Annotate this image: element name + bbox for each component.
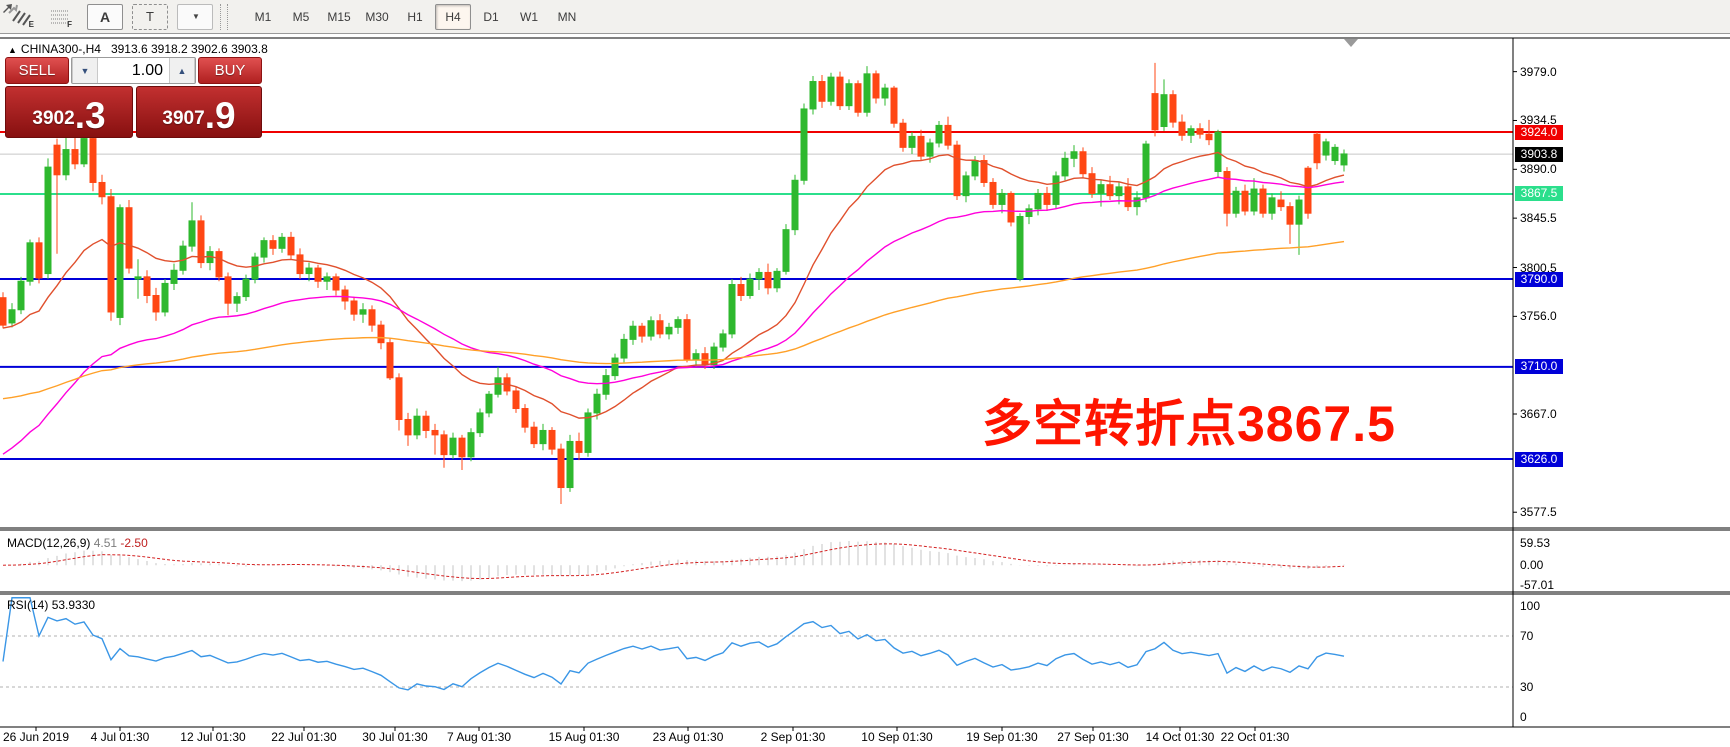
date-label-19-Sep-01-30: 19 Sep 01:30 xyxy=(966,730,1038,744)
tf-button-m30[interactable]: M30 xyxy=(365,9,389,24)
one-click-trade-panel: SELL ▼ ▲ BUY 3902 .3 3907 .9 xyxy=(5,57,262,138)
hatch-lines-tool-button[interactable]: E xyxy=(4,4,40,30)
date-label-4-Jul-01-30: 4 Jul 01:30 xyxy=(90,730,150,744)
date-label-23-Aug-01-30: 23 Aug 01:30 xyxy=(652,730,724,744)
price-tick-3845.5: 3845.5 xyxy=(1520,211,1557,226)
chart-shift-marker[interactable] xyxy=(1344,39,1358,47)
rsi-name: RSI(14) xyxy=(7,598,52,612)
price-tag-3924.0: 3924.0 xyxy=(1515,124,1563,140)
tool-sub-e: E xyxy=(28,19,34,29)
text-box-tool-button[interactable]: T xyxy=(132,3,168,30)
fibo-grid-icon: F xyxy=(49,7,72,29)
rsi-axis-100: 100 xyxy=(1520,599,1541,613)
chart-ohlc-values: 3913.6 3918.2 3902.6 3903.8 xyxy=(110,42,268,56)
price-tick-3979.0: 3979.0 xyxy=(1520,64,1557,79)
arrows-tool-button[interactable]: ▼ xyxy=(3,3,213,30)
price-tag-3903.8: 3903.8 xyxy=(1515,146,1563,162)
macd-indicator-label: MACD(12,26,9) 4.51 -2.50 xyxy=(7,536,148,564)
sell-price-fraction: .3 xyxy=(74,95,106,136)
buy-price-box[interactable]: 3907 .9 xyxy=(136,86,262,138)
rsi-axis-70: 70 xyxy=(1520,629,1534,643)
lot-size-spinner: ▼ ▲ xyxy=(71,57,196,84)
sell-price-box[interactable]: 3902 .3 xyxy=(5,86,133,138)
price-tick-3934.5: 3934.5 xyxy=(1520,113,1557,128)
price-tick-3756.0: 3756.0 xyxy=(1520,309,1557,324)
price-tag-3867.5: 3867.5 xyxy=(1515,186,1563,202)
lot-size-input[interactable] xyxy=(98,58,169,83)
tf-button-m5[interactable]: M5 xyxy=(292,9,310,24)
symbol-marker-icon: ▲ xyxy=(8,45,17,55)
date-label-22-Oct-01-30: 22 Oct 01:30 xyxy=(1220,730,1290,744)
date-label-7-Aug-01-30: 7 Aug 01:30 xyxy=(446,730,512,744)
macd-value: 4.51 xyxy=(93,536,121,550)
date-label-10-Sep-01-30: 10 Sep 01:30 xyxy=(861,730,933,744)
chart-title: ▲ CHINA300-,H4 3913.6 3918.2 3902.6 3903.8 xyxy=(8,42,268,56)
price-tag-3710.0: 3710.0 xyxy=(1515,359,1563,375)
buy-price-main: 3907 xyxy=(162,108,205,129)
lot-decrease-button[interactable]: ▼ xyxy=(72,58,98,83)
date-label-26-Jun-2019: 26 Jun 2019 xyxy=(2,730,70,744)
tool-sub-f: F xyxy=(67,19,72,29)
text-label-tool-button[interactable]: A xyxy=(87,3,123,30)
date-label-30-Jul-01-30: 30 Jul 01:30 xyxy=(362,730,428,744)
rsi-axis-30: 30 xyxy=(1520,680,1534,694)
tf-button-w1[interactable]: W1 xyxy=(520,9,538,24)
date-label-22-Jul-01-30: 22 Jul 01:30 xyxy=(271,730,337,744)
tf-button-m1[interactable]: M1 xyxy=(254,9,272,24)
sell-price-main: 3902 xyxy=(32,108,75,129)
date-label-15-Aug-01-30: 15 Aug 01:30 xyxy=(548,730,620,744)
date-label-2-Sep-01-30: 2 Sep 01:30 xyxy=(760,730,826,744)
tf-button-mn[interactable]: MN xyxy=(557,9,577,24)
price-tick-3667.0: 3667.0 xyxy=(1520,407,1557,421)
chevron-down-icon: ▼ xyxy=(192,12,200,21)
macd-axis-0.00: 0.00 xyxy=(1520,558,1544,572)
timeframe-group: M1 M5 M15 M30 H1 H4 D1 W1 MN xyxy=(244,3,586,30)
lot-increase-button[interactable]: ▲ xyxy=(169,58,195,83)
price-tick-3800.5: 3800.5 xyxy=(1520,260,1557,275)
price-tick-3577.5: 3577.5 xyxy=(1520,505,1557,520)
price-tag-3790.0: 3790.0 xyxy=(1515,271,1563,287)
date-label-27-Sep-01-30: 27 Sep 01:30 xyxy=(1057,730,1129,744)
tf-button-h1[interactable]: H1 xyxy=(407,9,423,24)
hatch-lines-icon: E xyxy=(11,7,34,29)
buy-price-fraction: .9 xyxy=(204,95,236,136)
chart-text-annotation: 多空转折点3867.5 xyxy=(982,396,1396,452)
toolbar-separator xyxy=(220,3,228,30)
rsi-axis-0: 0 xyxy=(1520,710,1527,724)
macd-name: MACD(12,26,9) xyxy=(7,536,94,550)
price-tick-3890.0: 3890.0 xyxy=(1520,162,1557,177)
rsi-value: 53.9330 xyxy=(51,598,96,612)
rsi-indicator-label: RSI(14) 53.9330 xyxy=(7,598,95,626)
date-label-14-Oct-01-30: 14 Oct 01:30 xyxy=(1145,730,1215,744)
fibo-grid-tool-button[interactable]: F xyxy=(42,4,78,30)
macd-axis--57.01: -57.01 xyxy=(1520,578,1555,592)
macd-axis-59.53: 59.53 xyxy=(1520,536,1551,550)
chart-symbol-period: CHINA300-,H4 xyxy=(20,42,101,56)
tf-button-h4[interactable]: H4 xyxy=(435,3,471,30)
tf-button-m15[interactable]: M15 xyxy=(327,9,351,24)
date-label-12-Jul-01-30: 12 Jul 01:30 xyxy=(180,730,246,744)
toolbar: E F A T ▼ M1 M5 M15 M30 H1 H4 D1 W1 MN xyxy=(0,0,1730,34)
buy-button[interactable]: BUY xyxy=(198,57,262,84)
tf-button-d1[interactable]: D1 xyxy=(483,9,499,24)
macd-signal-value: -2.50 xyxy=(120,536,148,550)
sell-button[interactable]: SELL xyxy=(5,57,69,84)
price-tag-3626.0: 3626.0 xyxy=(1515,451,1563,467)
